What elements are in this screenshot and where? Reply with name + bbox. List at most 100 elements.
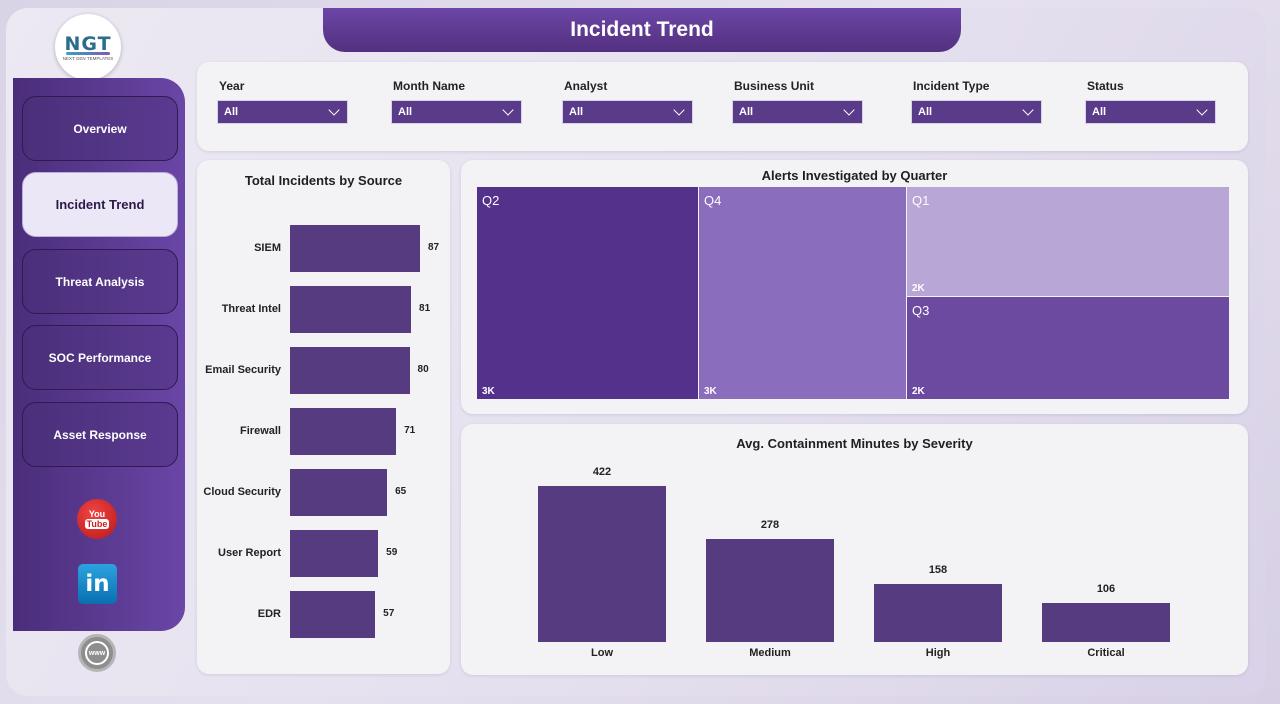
nav-soc-performance-label: SOC Performance bbox=[48, 350, 152, 365]
bar-label: Email Security bbox=[205, 363, 281, 376]
globe-icon: www bbox=[85, 641, 109, 665]
logo-tagline: NEXT GEN TEMPLATES bbox=[62, 56, 114, 61]
brand-logo[interactable]: NGT NEXT GEN TEMPLATES bbox=[55, 14, 121, 80]
page-title: Incident Trend bbox=[323, 8, 961, 52]
tile-name: Q1 bbox=[912, 193, 930, 208]
filter-incident-type-value: All bbox=[918, 106, 933, 118]
bar-value: 87 bbox=[428, 241, 440, 253]
nav-asset-response-button[interactable]: Asset Response bbox=[22, 402, 178, 467]
filter-month-select[interactable]: All bbox=[391, 100, 522, 124]
bar-label: SIEM bbox=[254, 241, 281, 254]
treemap-tile: Q3 2K bbox=[907, 297, 1229, 399]
tile-value: 2K bbox=[912, 386, 925, 397]
tile-name: Q4 bbox=[704, 193, 722, 208]
alerts-by-quarter-card: Alerts Investigated by Quarter Q2 3K Q4 3K Q… bbox=[461, 160, 1248, 414]
bar-label: EDR bbox=[257, 607, 281, 620]
nav-threat-analysis-button[interactable]: Threat Analysis bbox=[22, 249, 178, 314]
filter-status-value: All bbox=[1092, 106, 1107, 118]
bar-label: Low bbox=[591, 647, 613, 659]
tile-name: Q3 bbox=[912, 303, 930, 318]
chevron-down-icon bbox=[673, 104, 685, 116]
chevron-down-icon bbox=[843, 104, 855, 116]
chevron-down-icon bbox=[328, 104, 340, 116]
tile-value: 2K bbox=[912, 283, 925, 294]
bar-label: Medium bbox=[749, 647, 791, 659]
bar-value: 106 bbox=[1096, 582, 1116, 595]
filter-analyst-select[interactable]: All bbox=[562, 100, 693, 124]
nav-overview-button[interactable]: Overview bbox=[22, 96, 178, 161]
bar bbox=[290, 286, 412, 333]
bar-value: 59 bbox=[386, 546, 398, 558]
bar bbox=[706, 539, 834, 642]
bar bbox=[538, 486, 666, 642]
containment-by-severity-title: Avg. Containment Minutes by Severity bbox=[736, 436, 973, 451]
chevron-down-icon bbox=[1022, 104, 1034, 116]
filter-month-label: Month Name bbox=[393, 79, 465, 93]
tile-value: 3K bbox=[482, 386, 495, 397]
logo-text: NGT bbox=[64, 33, 112, 55]
bar-value: 71 bbox=[404, 424, 416, 436]
filter-business-unit-value: All bbox=[739, 106, 754, 118]
youtube-text-tube: Tube bbox=[84, 519, 110, 529]
nav-asset-response-label: Asset Response bbox=[53, 427, 147, 442]
filter-business-unit-label: Business Unit bbox=[734, 79, 815, 93]
chevron-down-icon bbox=[1196, 104, 1208, 116]
bar-value: 65 bbox=[395, 485, 407, 497]
bar-value: 57 bbox=[383, 607, 395, 619]
nav-soc-performance-button[interactable]: SOC Performance bbox=[22, 325, 178, 390]
filter-analyst-value: All bbox=[569, 106, 584, 118]
filter-month-value: All bbox=[398, 106, 413, 118]
filter-year-label: Year bbox=[219, 79, 245, 93]
bar bbox=[290, 469, 388, 516]
bar-label: Critical bbox=[1087, 647, 1125, 659]
website-text: www bbox=[88, 649, 106, 657]
sidebar: Overview Incident Trend Threat Analysis … bbox=[13, 78, 185, 631]
bar-value: 80 bbox=[417, 363, 429, 375]
filter-incident-type-label: Incident Type bbox=[913, 79, 990, 93]
filter-status-label: Status bbox=[1087, 79, 1124, 93]
bar-label: User Report bbox=[218, 546, 281, 559]
bar bbox=[290, 225, 420, 272]
nav-overview-label: Overview bbox=[73, 121, 127, 136]
chevron-down-icon bbox=[502, 104, 514, 116]
linkedin-text: in bbox=[85, 571, 110, 597]
incidents-by-source-card: Total Incidents by Source SIEM 87 Threat I… bbox=[197, 160, 450, 674]
tile-name: Q2 bbox=[482, 193, 500, 208]
bar bbox=[1042, 602, 1170, 642]
bar bbox=[874, 583, 1002, 642]
website-icon[interactable]: www bbox=[78, 634, 116, 672]
incidents-by-source-title: Total Incidents by Source bbox=[244, 173, 403, 188]
filter-status-select[interactable]: All bbox=[1085, 100, 1216, 124]
filter-incident-type-select[interactable]: All bbox=[911, 100, 1042, 124]
bar-value: 422 bbox=[592, 466, 612, 478]
nav-threat-analysis-label: Threat Analysis bbox=[55, 274, 145, 289]
youtube-text-you: You bbox=[88, 509, 106, 519]
bar-label: Cloud Security bbox=[203, 485, 281, 498]
nav-incident-trend-label: Incident Trend bbox=[55, 197, 145, 212]
filter-panel: Year All Month Name All Analyst All Busi… bbox=[197, 62, 1248, 151]
treemap-tile: Q2 3K bbox=[477, 187, 698, 399]
containment-by-severity-card: Avg. Containment Minutes by Severity 422… bbox=[461, 424, 1248, 675]
page-title-text: Incident Trend bbox=[570, 18, 714, 41]
bar-value: 81 bbox=[419, 302, 431, 314]
bar-value: 158 bbox=[928, 563, 948, 576]
bar bbox=[290, 408, 397, 455]
bar-value: 278 bbox=[760, 519, 780, 532]
logo-swoosh bbox=[66, 52, 110, 55]
bar bbox=[290, 530, 379, 577]
bar-label: High bbox=[925, 647, 951, 659]
youtube-icon[interactable]: You Tube bbox=[77, 499, 117, 539]
filter-year-value: All bbox=[224, 106, 239, 118]
alerts-by-quarter-title: Alerts Investigated by Quarter bbox=[761, 168, 948, 183]
bar bbox=[290, 347, 410, 394]
nav-incident-trend-button[interactable]: Incident Trend bbox=[22, 172, 178, 237]
bar-label: Threat Intel bbox=[221, 302, 281, 315]
treemap-tile: Q1 2K bbox=[907, 187, 1229, 296]
treemap-tile: Q4 3K bbox=[699, 187, 906, 399]
linkedin-icon[interactable]: in bbox=[78, 564, 117, 604]
filter-business-unit-select[interactable]: All bbox=[732, 100, 863, 124]
bar-label: Firewall bbox=[240, 424, 281, 437]
tile-value: 3K bbox=[704, 386, 717, 397]
filter-year-select[interactable]: All bbox=[217, 100, 348, 124]
bar bbox=[290, 591, 376, 638]
